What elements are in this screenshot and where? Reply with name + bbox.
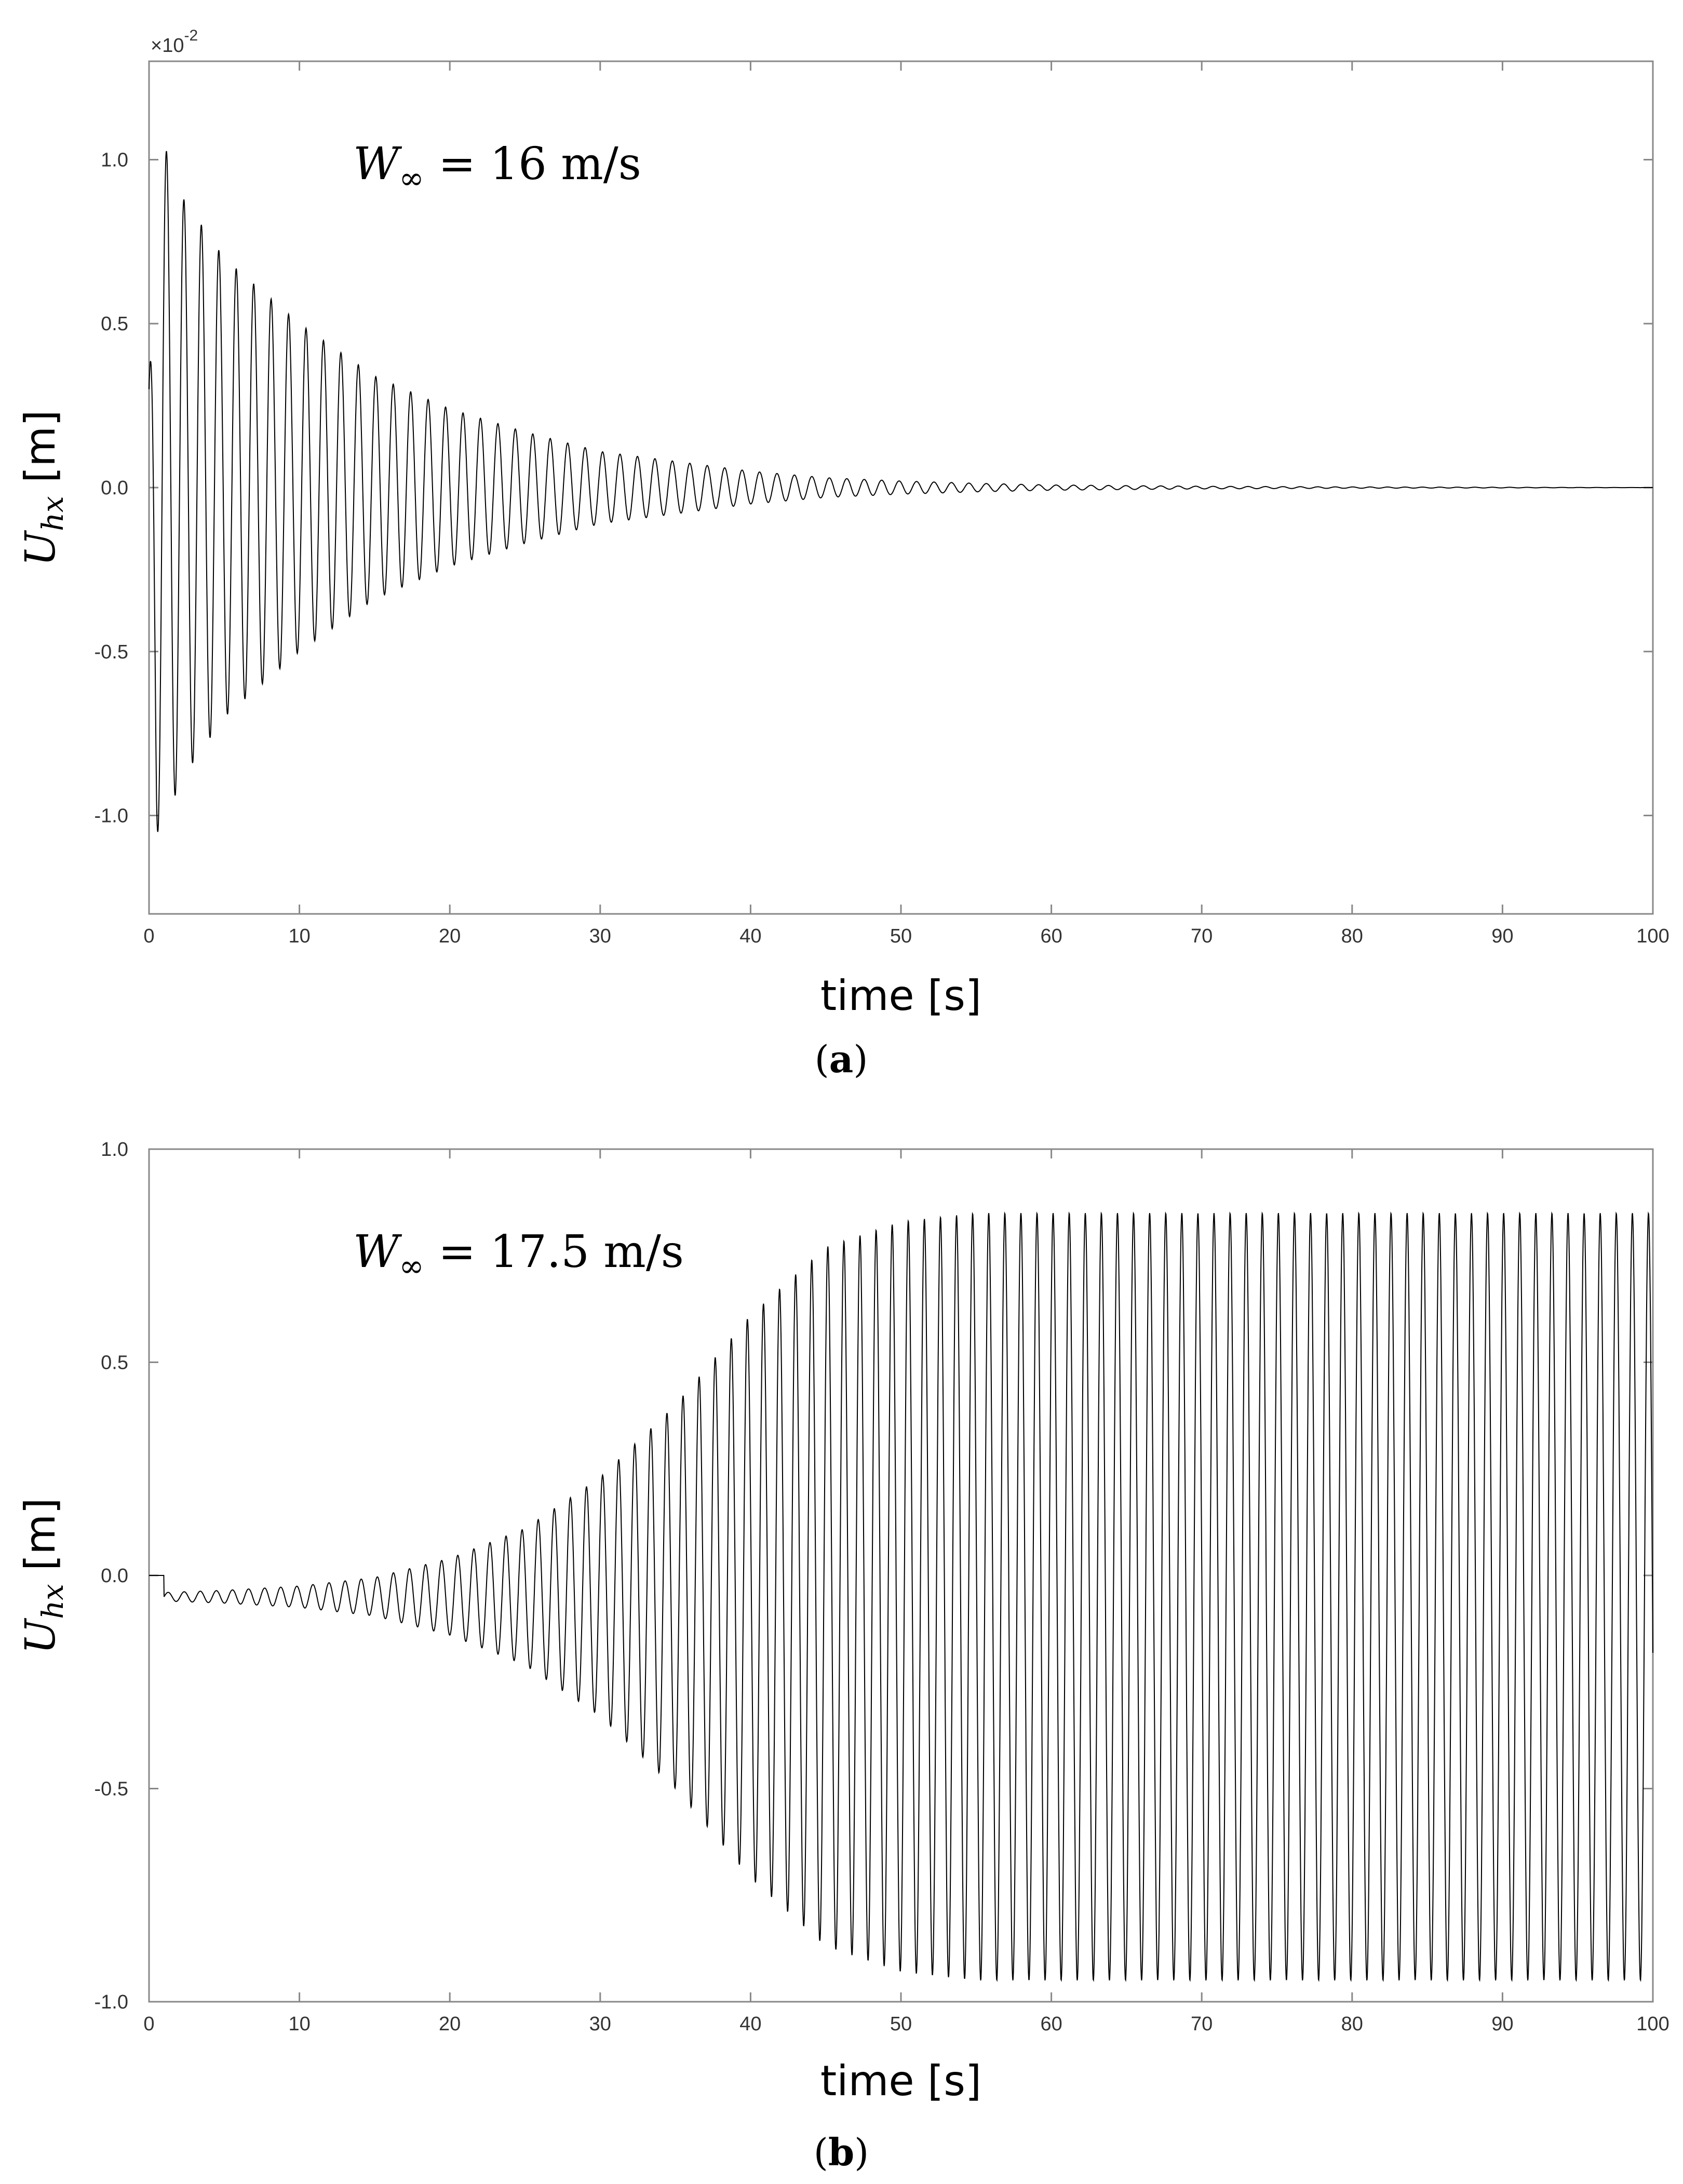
y-axis-label: Uhx [m] — [16, 1498, 70, 1654]
panel-label: a — [829, 1037, 854, 1081]
x-tick-label: 70 — [1191, 925, 1213, 947]
y-tick-label: 0.0 — [101, 477, 128, 499]
chart-panel-b: -1.0 -0.5 0.0 0.5 1.0 0 10 20 30 40 50 60 70 80 90 100… — [16, 1139, 1669, 2174]
annotation: W∞ = 17.5 m/s — [353, 1226, 684, 1284]
x-tick-label: 0 — [143, 2013, 154, 2035]
x-tick-label: 90 — [1491, 2013, 1513, 2035]
y-tick-label: 1.0 — [101, 1139, 128, 1161]
x-tick-label: 10 — [288, 2013, 310, 2035]
x-tick-label: 50 — [890, 2013, 912, 2035]
y-tick-label: 0.5 — [101, 313, 128, 335]
y-tick-label: 1.0 — [101, 149, 128, 171]
x-tick-label: 100 — [1636, 2013, 1669, 2035]
annotation: W∞ = 16 m/s — [353, 138, 641, 196]
x-tick-label: 60 — [1040, 925, 1062, 947]
y-tick-label: -0.5 — [95, 1778, 128, 1800]
y-tick-label: -0.5 — [95, 641, 128, 663]
x-tick-label: 20 — [439, 2013, 461, 2035]
panel-caption: (b) — [814, 2130, 869, 2174]
y-tick-label: 0.0 — [101, 1565, 128, 1587]
y-tick-label: -1.0 — [95, 1991, 128, 2013]
series-line — [149, 1211, 1653, 1983]
x-tick-label: 60 — [1040, 2013, 1062, 2035]
x-ticks: 0 10 20 30 40 50 60 70 80 90 100 — [143, 61, 1669, 947]
x-ticks: 0 10 20 30 40 50 60 70 80 90 100 — [143, 1149, 1669, 2035]
x-tick-label: 30 — [589, 925, 611, 947]
x-axis-label: time [s] — [820, 2057, 981, 2105]
x-tick-label: 40 — [739, 2013, 761, 2035]
x-tick-label: 10 — [288, 925, 310, 947]
x-tick-label: 80 — [1341, 2013, 1363, 2035]
panel-label: b — [828, 2130, 854, 2174]
y-tick-label: 0.5 — [101, 1352, 128, 1374]
y-tick-label: -1.0 — [95, 805, 128, 827]
x-tick-label: 20 — [439, 925, 461, 947]
x-tick-label: 90 — [1491, 925, 1513, 947]
y-axis-label: Uhx [m] — [16, 410, 70, 567]
series-line — [149, 151, 1653, 832]
y-multiplier: ×10-2 — [151, 27, 198, 57]
x-tick-label: 80 — [1341, 925, 1363, 947]
x-tick-label: 0 — [143, 925, 154, 947]
chart-panel-a: -1.0 -0.5 0.0 0.5 1.0 0 10 20 30 40 50 60 70 80 90 100… — [16, 27, 1669, 1081]
x-tick-label: 70 — [1191, 2013, 1213, 2035]
x-tick-label: 30 — [589, 2013, 611, 2035]
x-tick-label: 50 — [890, 925, 912, 947]
panel-caption: (a) — [815, 1037, 868, 1081]
x-tick-label: 40 — [739, 925, 761, 947]
x-tick-label: 100 — [1636, 925, 1669, 947]
x-axis-label: time [s] — [820, 972, 981, 1020]
